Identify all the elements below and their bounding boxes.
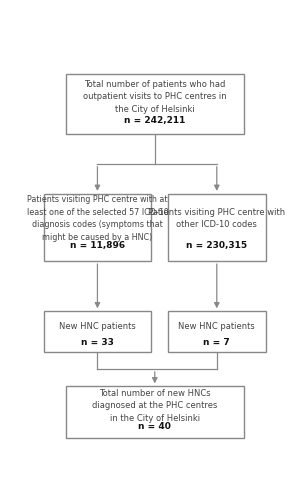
FancyBboxPatch shape xyxy=(66,386,244,438)
Text: Total number of patients who had
outpatient visits to PHC centres in
the City of: Total number of patients who had outpati… xyxy=(83,80,226,114)
FancyBboxPatch shape xyxy=(43,194,151,261)
Text: n = 230,315: n = 230,315 xyxy=(186,241,247,250)
FancyBboxPatch shape xyxy=(168,194,266,261)
Text: Total number of new HNCs
diagnosed at the PHC centres
in the City of Helsinki: Total number of new HNCs diagnosed at th… xyxy=(92,388,217,422)
Text: n = 242,211: n = 242,211 xyxy=(124,116,185,125)
Text: n = 33: n = 33 xyxy=(81,338,114,347)
Text: n = 11,896: n = 11,896 xyxy=(70,241,125,250)
FancyBboxPatch shape xyxy=(168,311,266,352)
Text: Patients visiting PHC centre with
other ICD-10 codes: Patients visiting PHC centre with other … xyxy=(148,208,285,230)
Text: New HNC patients: New HNC patients xyxy=(59,322,136,330)
FancyBboxPatch shape xyxy=(66,74,244,134)
FancyBboxPatch shape xyxy=(43,311,151,352)
Text: n = 7: n = 7 xyxy=(204,338,230,347)
Text: New HNC patients: New HNC patients xyxy=(178,322,255,330)
Text: Patients visiting PHC centre with at
least one of the selected 57 ICD-10
diagnos: Patients visiting PHC centre with at lea… xyxy=(27,196,168,242)
Text: n = 40: n = 40 xyxy=(138,422,171,431)
